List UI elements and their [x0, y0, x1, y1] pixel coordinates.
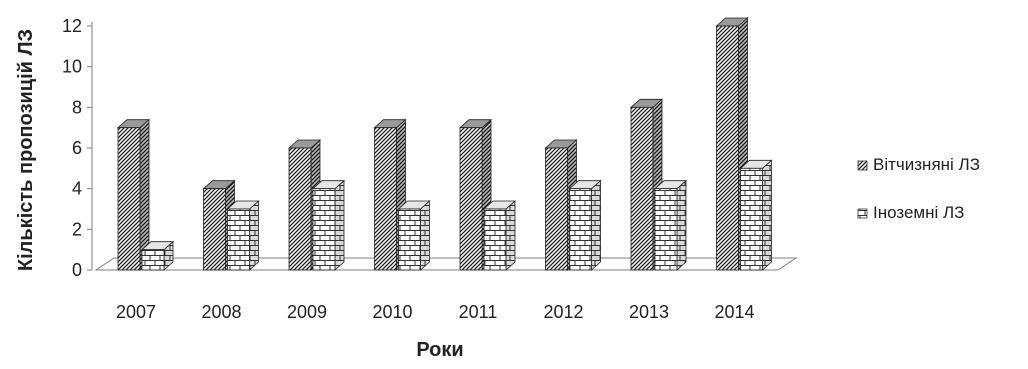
x-axis-title: Роки	[416, 339, 463, 361]
bar-2010-series-2	[397, 200, 431, 271]
x-tick-label: 2009	[287, 302, 327, 322]
y-tick-label: 12	[62, 16, 82, 36]
x-tick-label: 2008	[201, 302, 241, 322]
legend: Вітчизняні ЛЗ Іноземні ЛЗ	[857, 155, 980, 222]
x-tick-label: 2011	[459, 302, 498, 322]
x-tick-label: 2013	[629, 302, 669, 322]
y-tick-label: 8	[72, 97, 82, 117]
bar-2012-series-2	[568, 179, 602, 271]
y-tick-label: 4	[72, 179, 82, 199]
x-tick-label: 2012	[543, 302, 583, 322]
bars	[116, 17, 773, 271]
floor-plane	[94, 257, 798, 271]
legend-label: Вітчизняні ЛЗ	[873, 155, 980, 174]
bar-2008-series-2	[226, 200, 260, 271]
x-tick-labels: 2007 2008 2009 2010 2011 2012 2013 2014	[116, 302, 755, 322]
bar-2007-series-1	[116, 118, 151, 271]
chart-floor	[94, 257, 798, 271]
legend-item-2: Іноземні ЛЗ	[857, 203, 964, 222]
bar-2009-series-2	[311, 179, 346, 271]
y-axis-title: Кількість пропозицій ЛЗ	[15, 29, 37, 271]
y-tick-label: 10	[62, 57, 82, 77]
x-tick-label: 2010	[372, 302, 412, 322]
bar-2009-series-1	[287, 139, 322, 271]
bar-2011-series-2	[482, 200, 517, 271]
legend-item-1: Вітчизняні ЛЗ	[857, 155, 980, 174]
y-tick-label: 0	[72, 260, 82, 280]
bar-2014-series-2	[739, 159, 773, 271]
legend-swatch	[857, 160, 868, 171]
y-tick-label: 6	[72, 138, 82, 158]
axes	[87, 22, 93, 271]
y-tick-labels: 0 2 4 6 8 10 12	[62, 16, 82, 280]
bar-2013-series-2	[653, 179, 688, 271]
y-tick-label: 2	[72, 219, 82, 239]
legend-swatch	[857, 208, 868, 219]
legend-label: Іноземні ЛЗ	[873, 203, 964, 222]
x-tick-label: 2007	[116, 302, 156, 322]
bar-2007-series-2	[140, 240, 175, 271]
x-tick-label: 2014	[714, 302, 754, 322]
